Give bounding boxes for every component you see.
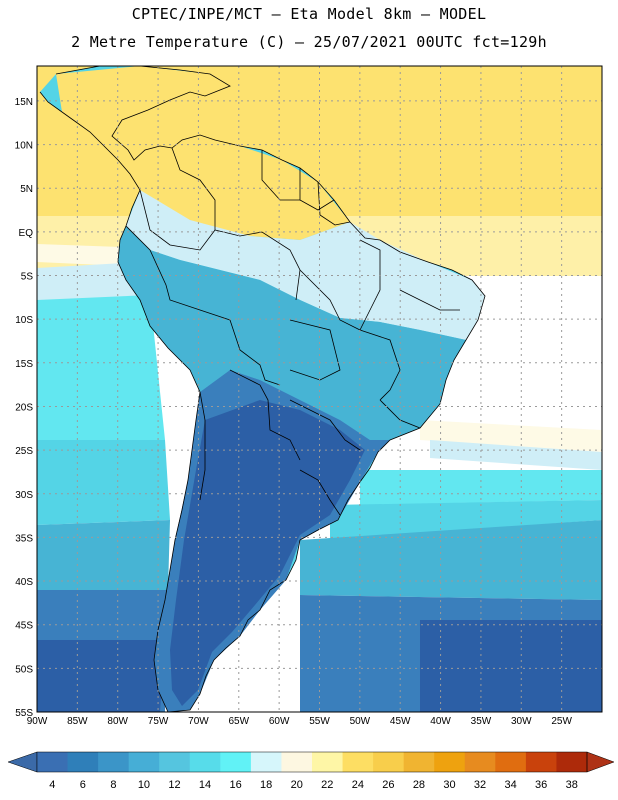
colorbar-swatch [464, 752, 496, 772]
colorbar-swatch [403, 752, 435, 772]
lat-label: 15S [15, 359, 33, 370]
lat-label: 20S [15, 402, 33, 413]
land-zone-cold [170, 400, 365, 706]
chart-title-line-2: 2 Metre Temperature (C) – 25/07/2021 00U… [71, 33, 547, 51]
colorbar-label: 18 [260, 779, 272, 791]
colorbar-swatch [342, 752, 374, 772]
lon-label: 25W [551, 716, 572, 727]
colorbar-swatch [37, 752, 69, 772]
lon-label: 60W [269, 716, 290, 727]
lon-label: 65W [229, 716, 250, 727]
chart-title-line-1: CPTEC/INPE/MCT – Eta Model 8km – MODEL [131, 5, 487, 23]
colorbar-label: 14 [199, 779, 211, 791]
lat-label: 5N [20, 184, 33, 195]
colorbar-label: 36 [535, 779, 547, 791]
colorbar-swatch [98, 752, 130, 772]
colorbar-under-arrow [7, 751, 38, 773]
lon-label: 55W [309, 716, 330, 727]
colorbar-swatch [281, 752, 313, 772]
lon-label: 80W [107, 716, 128, 727]
colorbar-swatch [128, 752, 160, 772]
lon-label: 45W [390, 716, 411, 727]
colorbar-swatch [250, 752, 282, 772]
lon-label: 85W [67, 716, 88, 727]
lon-label: 75W [148, 716, 169, 727]
colorbar-label: 16 [229, 779, 241, 791]
colorbar-swatch [495, 752, 527, 772]
ocean-band-20 [37, 262, 602, 470]
colorbar-swatch [67, 752, 99, 772]
ocean-band-18 [37, 295, 602, 505]
country-borders [39, 66, 486, 712]
ocean-band-16 [37, 440, 602, 540]
colorbar-label: 8 [110, 779, 116, 791]
colorbar-swatch [373, 752, 405, 772]
colorbar-swatch [312, 752, 344, 772]
lat-label: EQ [19, 228, 34, 239]
colorbar-label: 12 [168, 779, 180, 791]
ocean-band-cold [37, 620, 602, 712]
colorbar-swatch [556, 752, 588, 772]
land-zone-16 [118, 226, 466, 440]
colorbar-label: 6 [80, 779, 86, 791]
land-zone-mild [126, 190, 485, 340]
graticule [37, 66, 602, 712]
colorbar-label: 20 [291, 779, 303, 791]
ocean-band-22 [37, 244, 602, 452]
colorbar-label: 10 [138, 779, 150, 791]
colorbar-swatch [434, 752, 466, 772]
colorbar-label: 4 [49, 779, 55, 791]
colorbar-label: 32 [474, 779, 486, 791]
lon-label: 90W [27, 716, 48, 727]
map-frame [36, 65, 603, 713]
lon-label: 35W [471, 716, 492, 727]
lat-label: 10S [15, 315, 33, 326]
colorbar-label: 26 [382, 779, 394, 791]
lat-label: 25S [15, 446, 33, 457]
colorbar-over-arrow [586, 751, 615, 773]
lat-label: 35S [15, 533, 33, 544]
colorbar: 4 6 8 10 12 14 16 18 20 22 24 26 28 30 32 34 36 38 [7, 751, 615, 791]
colorbar-swatch [525, 752, 557, 772]
lon-label: 70W [188, 716, 209, 727]
colorbar-label: 34 [504, 779, 516, 791]
lat-label: 10N [15, 141, 33, 152]
lat-label: 30S [15, 490, 33, 501]
latitude-labels: 15N 10N 5N EQ 5S 10S 15S 20S 25S 30S 35S 40S 45S 50S 5… [15, 97, 34, 719]
lat-label: 5S [21, 272, 34, 283]
map-field [37, 66, 602, 712]
lat-label: 40S [15, 577, 33, 588]
lat-label: 55S [15, 708, 33, 719]
colorbar-frame [36, 751, 588, 773]
colorbar-label: 22 [321, 779, 333, 791]
lat-label: 45S [15, 621, 33, 632]
longitude-labels: 90W 85W 80W 75W 70W 65W 60W 55W 50W 45W 40W 35W 30W 2… [27, 716, 573, 727]
colorbar-label: 30 [443, 779, 455, 791]
colorbar-swatch [189, 752, 221, 772]
colorbar-label: 38 [566, 779, 578, 791]
colorbar-label: 28 [413, 779, 425, 791]
lat-label: 50S [15, 664, 33, 675]
lat-label: 15N [15, 97, 33, 108]
colorbar-label: 24 [352, 779, 364, 791]
lon-label: 40W [430, 716, 451, 727]
colorbar-swatch [220, 752, 252, 772]
colorbar-swatch [159, 752, 191, 772]
lon-label: 30W [511, 716, 532, 727]
lon-label: 50W [350, 716, 371, 727]
